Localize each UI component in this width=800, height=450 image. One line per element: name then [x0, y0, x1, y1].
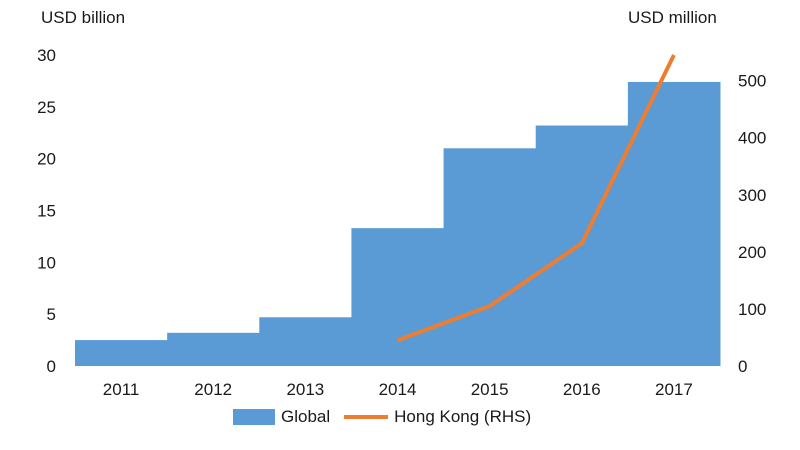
y-right-tick-label: 300 [738, 186, 766, 205]
y-left-tick-label: 30 [37, 46, 56, 65]
legend-label-hong-kong: Hong Kong (RHS) [394, 407, 532, 426]
y-left-tick-label: 25 [37, 98, 56, 117]
y-axis-right-title: USD million [628, 8, 717, 27]
y-left-tick-label: 20 [37, 150, 56, 169]
y-left-tick-label: 5 [47, 305, 56, 324]
bar-global-2011 [75, 340, 168, 366]
y-right-tick-label: 200 [738, 243, 766, 262]
y-left-tick-label: 0 [47, 357, 56, 376]
bar-global-2015 [443, 148, 537, 366]
legend-swatch-hong-kong [344, 415, 389, 419]
x-tick-label-2016: 2016 [563, 380, 601, 399]
legend-label-global: Global [281, 407, 331, 426]
y-left-tick-label: 10 [37, 253, 56, 272]
y-axis-left-title: USD billion [41, 8, 126, 27]
x-tick-label-2017: 2017 [655, 380, 693, 399]
line-hong-kong [396, 54, 676, 343]
bar-global-2017 [627, 81, 721, 366]
x-tick-label-2012: 2012 [194, 380, 232, 399]
bar-global-2012 [167, 332, 260, 366]
x-tick-label-2011: 2011 [103, 380, 140, 399]
x-tick-label-2013: 2013 [286, 380, 324, 399]
bar-global-2016 [535, 125, 629, 366]
y-right-tick-label: 400 [738, 129, 766, 148]
y-right-tick-label: 500 [738, 72, 766, 91]
x-tick-label-2014: 2014 [379, 380, 417, 399]
y-right-tick-label: 0 [738, 357, 747, 376]
legend-swatch-global [233, 409, 275, 425]
legend: Global Hong Kong (RHS) [233, 407, 531, 427]
bar-global-2013 [259, 317, 352, 366]
y-left-tick-label: 15 [37, 202, 56, 221]
y-right-tick-label: 100 [738, 300, 766, 319]
bar-global-2014 [351, 228, 445, 366]
x-tick-label-2015: 2015 [471, 380, 509, 399]
